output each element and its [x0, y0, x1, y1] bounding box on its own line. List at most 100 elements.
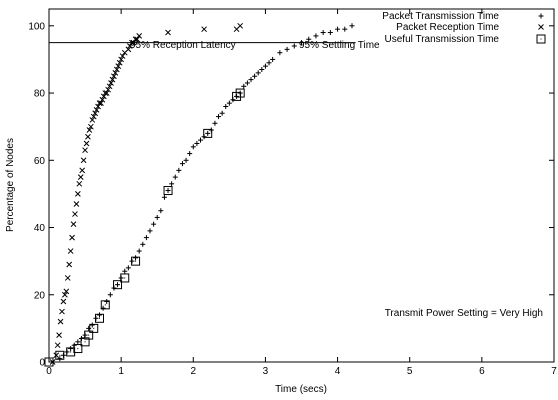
data-point	[73, 344, 83, 354]
x-tick-label: 4	[335, 366, 341, 377]
data-point	[75, 191, 81, 197]
data-point	[226, 100, 232, 106]
series-1	[49, 22, 244, 365]
y-tick-label: 0	[39, 358, 45, 369]
y-tick-label: 40	[34, 223, 46, 234]
data-point	[327, 30, 333, 36]
data-point	[86, 325, 92, 331]
data-point	[84, 330, 94, 340]
x-tick-label: 6	[479, 366, 485, 377]
data-point	[116, 59, 123, 66]
data-point	[108, 80, 114, 86]
y-axis-label: Percentage of Nodes	[5, 138, 16, 232]
data-point	[59, 308, 65, 315]
data-point	[291, 43, 297, 49]
data-point	[106, 83, 113, 90]
data-point	[349, 23, 355, 29]
data-point	[111, 73, 117, 80]
data-point	[57, 318, 64, 325]
data-point	[83, 140, 90, 147]
data-point	[113, 66, 120, 73]
data-point	[104, 298, 110, 304]
data-point	[169, 181, 175, 187]
y-tick-label: 100	[28, 21, 45, 32]
data-point	[223, 103, 229, 109]
data-point	[89, 322, 95, 328]
data-point	[89, 323, 99, 333]
annotation-power-setting: Transmit Power Setting = Very High	[385, 308, 543, 319]
legend: Packet Transmission Time Packet Receptio…	[382, 11, 546, 45]
x-tick-label: 0	[46, 366, 52, 377]
x-axis-label: Time (secs)	[275, 384, 327, 395]
axes: 0 1 2 3 4 5 6 7 0 20 40 60 80 100	[28, 9, 557, 377]
y-tick-label: 20	[34, 290, 46, 301]
data-point	[69, 234, 75, 241]
data-point	[95, 313, 104, 323]
data-point	[98, 100, 104, 106]
data-point	[73, 201, 80, 207]
data-point	[120, 273, 130, 283]
data-point	[284, 46, 290, 52]
data-point	[99, 96, 106, 103]
data-point	[241, 83, 247, 89]
data-point	[131, 256, 141, 266]
data-point	[60, 298, 67, 305]
data-point	[136, 248, 142, 254]
data-point	[133, 255, 139, 261]
data-point	[70, 221, 77, 228]
data-point	[103, 90, 110, 96]
data-point	[219, 110, 225, 116]
data-point	[320, 30, 326, 36]
data-point	[56, 332, 62, 338]
data-point	[342, 26, 348, 32]
data-point	[105, 86, 112, 93]
annotation-reception-latency: 95% Reception Latency	[130, 40, 236, 51]
data-point	[165, 29, 171, 36]
data-point	[140, 241, 146, 247]
data-point	[118, 56, 124, 63]
data-point	[57, 356, 63, 362]
legend-label-packet-transmission: Packet Transmission Time	[382, 11, 499, 22]
data-point	[183, 157, 189, 163]
legend-marker-0	[538, 13, 544, 19]
data-point	[115, 63, 122, 70]
data-point	[194, 140, 200, 146]
data-point	[112, 70, 119, 76]
x-tick-label: 1	[118, 366, 124, 377]
y-tick-label: 60	[34, 156, 46, 167]
data-point	[122, 268, 128, 274]
data-point	[54, 342, 61, 349]
data-point	[172, 174, 178, 180]
data-point	[107, 292, 113, 298]
data-point	[176, 167, 182, 173]
data-point	[299, 40, 304, 46]
data-point	[125, 46, 132, 53]
x-tick-label: 5	[407, 366, 413, 377]
data-point	[90, 113, 97, 120]
chart-marks	[44, 22, 356, 367]
y-tick-label: 80	[34, 89, 46, 100]
data-point	[270, 56, 276, 62]
data-point	[76, 180, 83, 187]
data-point	[143, 235, 149, 241]
data-point	[109, 76, 116, 83]
data-point	[244, 80, 250, 86]
data-point	[237, 22, 244, 29]
legend-marker-2	[536, 34, 546, 44]
data-point	[63, 288, 70, 295]
data-point	[179, 161, 185, 167]
data-point	[262, 63, 268, 69]
data-point	[187, 151, 193, 157]
data-point	[80, 157, 87, 164]
data-point	[216, 114, 222, 120]
data-point	[64, 275, 71, 281]
x-tick-label: 3	[263, 366, 269, 377]
x-tick-label: 2	[191, 366, 197, 377]
data-point	[248, 77, 254, 83]
data-point	[313, 33, 319, 39]
x-tick-label: 7	[551, 366, 557, 377]
data-point	[161, 194, 167, 200]
data-point	[119, 53, 126, 59]
plot-frame	[48, 8, 555, 363]
